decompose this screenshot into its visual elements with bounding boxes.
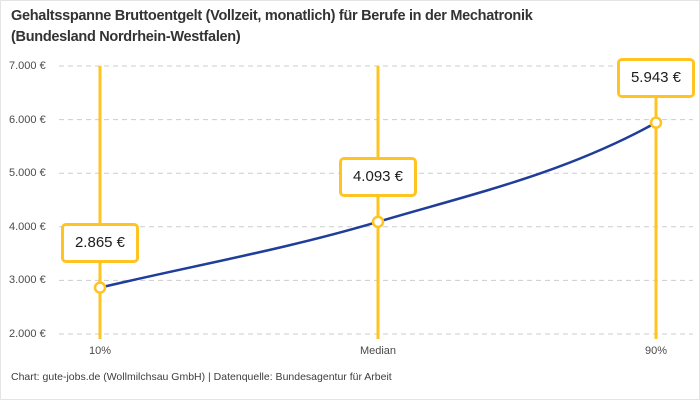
y-tick-label: 2.000 €	[9, 328, 46, 340]
data-points-group	[93, 116, 663, 294]
y-tick-label: 7.000 €	[9, 60, 46, 72]
y-tick-label: 3.000 €	[9, 274, 46, 287]
range-lines-group	[98, 66, 658, 339]
data-point-marker	[371, 215, 385, 229]
y-tick-label: 5.000 €	[9, 167, 46, 180]
value-label-box: 5.943 €	[617, 57, 695, 98]
chart-title: Gehaltsspanne Bruttoentgelt (Vollzeit, m…	[11, 8, 533, 45]
y-tick-label: 6.000 €	[9, 113, 46, 126]
data-point-marker	[649, 116, 663, 129]
x-tick-label: 10%	[88, 345, 112, 357]
x-tick-label: Median	[359, 345, 397, 357]
y-tick-label: 4.000 €	[9, 220, 46, 233]
value-label-box: 2.865 €	[61, 222, 139, 263]
value-label-box: 4.093 €	[339, 156, 417, 197]
gridlines-group	[59, 65, 693, 335]
x-tick-label: 90%	[644, 345, 668, 357]
data-point-marker	[93, 281, 107, 294]
chart-attribution: Chart: gute-jobs.de (Wollmilchsau GmbH) …	[11, 371, 392, 383]
